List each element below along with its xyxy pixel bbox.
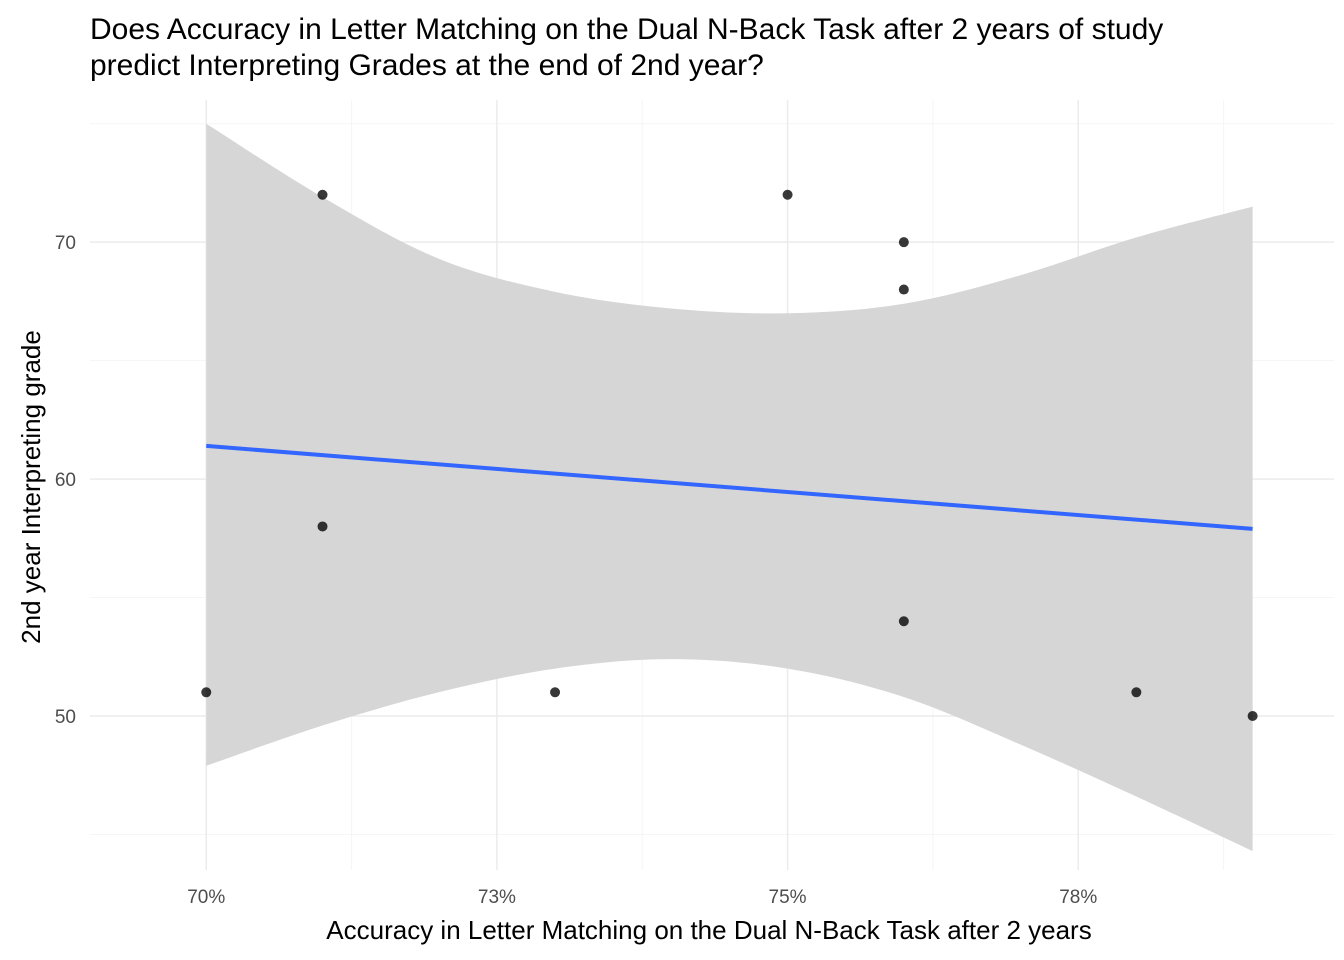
- data-point-8: [1131, 687, 1142, 698]
- data-point-9: [1247, 711, 1258, 721]
- data-point-5: [898, 237, 909, 248]
- data-point-3: [550, 687, 561, 698]
- data-point-4: [782, 189, 793, 200]
- y-tick-label-0: 50: [55, 707, 76, 728]
- x-tick-label-3: 78%: [1059, 887, 1097, 908]
- y-tick-label-1: 60: [55, 470, 76, 491]
- x-tick-labels: 70% 73% 75% 78%: [187, 887, 1097, 908]
- x-tick-label-2: 75%: [769, 887, 807, 908]
- data-point-1: [317, 189, 328, 200]
- x-tick-label-0: 70%: [187, 887, 225, 908]
- y-axis-title: 2nd year Interpreting grade: [16, 330, 46, 644]
- x-axis-title: Accuracy in Letter Matching on the Dual …: [326, 915, 1091, 945]
- data-point-7: [898, 616, 909, 627]
- x-tick-label-1: 73%: [478, 887, 516, 908]
- chart-title-line-2: predict Interpreting Grades at the end o…: [90, 49, 764, 82]
- chart-title: Does Accuracy in Letter Matching on the …: [90, 12, 1340, 84]
- data-point-2: [317, 521, 328, 532]
- points-layer: [201, 189, 1258, 721]
- y-tick-labels: 50 60 70: [55, 233, 76, 728]
- fit-line-layer: [206, 443, 1253, 531]
- data-point-0: [201, 687, 212, 698]
- regression-line: [206, 443, 1253, 531]
- chart-title-line-1: Does Accuracy in Letter Matching on the …: [90, 13, 1164, 46]
- data-point-6: [898, 284, 909, 295]
- y-tick-label-2: 70: [55, 233, 76, 254]
